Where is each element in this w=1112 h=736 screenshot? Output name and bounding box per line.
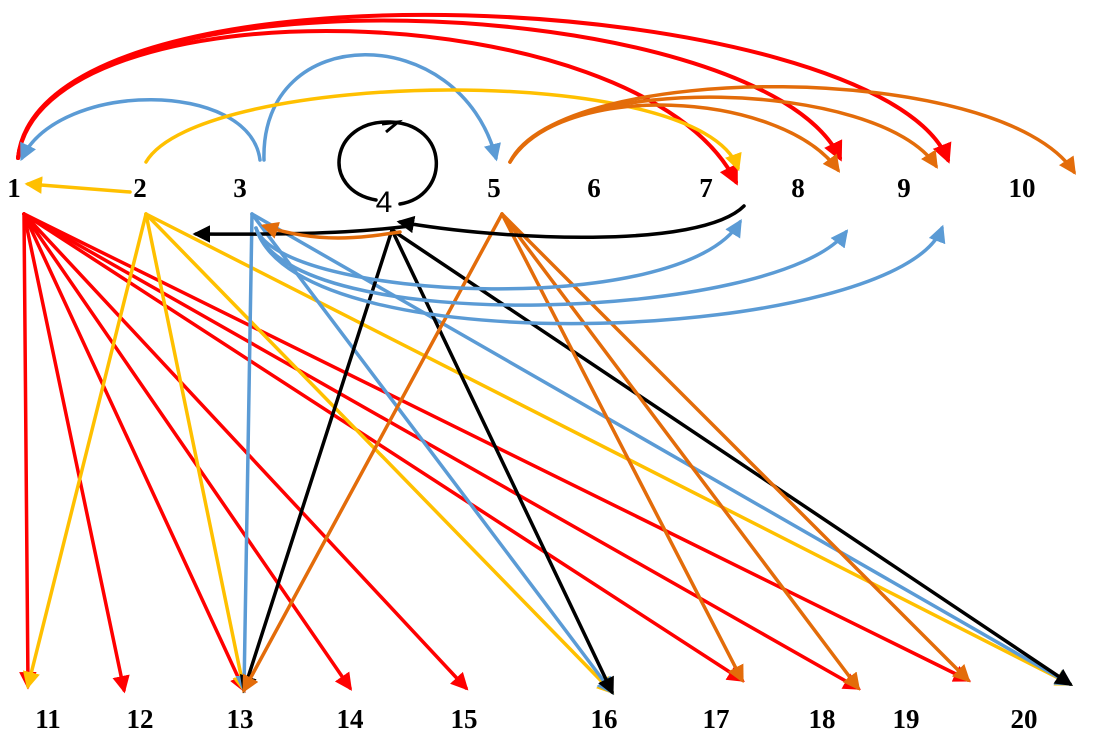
node-label-5: 5	[487, 173, 501, 203]
node-label-7: 7	[699, 173, 713, 203]
node-label-19: 19	[893, 704, 920, 734]
edge-4-to-2	[192, 224, 412, 243]
node-label-17: 17	[703, 704, 730, 734]
edge-3-to-20	[250, 212, 1074, 686]
node-label-14: 14	[337, 704, 364, 734]
node-label-6: 6	[587, 173, 601, 203]
node-label-20: 20	[1011, 704, 1038, 734]
edge-5-to-10	[508, 84, 1076, 175]
edge-4-to-16	[390, 228, 614, 696]
node-label-9: 9	[897, 173, 911, 203]
edge-4-to-13	[239, 228, 394, 694]
edge-1-to-12	[22, 212, 130, 694]
edge-5-to-18	[500, 212, 861, 691]
edge-3-to-1	[20, 98, 262, 162]
edge-1-to-14	[22, 212, 352, 691]
node-label-10: 10	[1009, 173, 1036, 203]
edge-5-to-13	[242, 212, 504, 694]
edge-2-to-11	[22, 212, 148, 690]
edge-5-to-9	[508, 95, 938, 169]
node-label-18: 18	[809, 704, 836, 734]
edge-5-to-19	[500, 212, 971, 683]
edge-3-to-7	[254, 219, 742, 291]
edge-3-to-6	[262, 53, 501, 162]
edge-3-to-8	[254, 226, 849, 307]
node-label-12: 12	[127, 704, 154, 734]
edge-2-to-16	[144, 212, 615, 695]
edge-3-to-16	[250, 212, 615, 695]
node-label-1: 1	[7, 173, 21, 203]
edge-7-to-4	[396, 204, 746, 239]
node-labels-layer: 1 2 3 4 5 6 7 8 9 10 11 12 13 14 15 16 1…	[7, 173, 1037, 734]
edge-1-to-11	[19, 212, 37, 690]
edge-4-to-3	[260, 221, 402, 240]
node-label-2: 2	[133, 173, 147, 203]
node-label-3: 3	[233, 173, 247, 203]
edge-1-to-13	[22, 212, 247, 694]
edge-5-to-17	[500, 212, 744, 684]
edge-1-to-15	[22, 212, 469, 691]
node-label-13: 13	[227, 704, 254, 734]
self-loop-arrowhead-4	[381, 119, 403, 134]
edge-2-to-20	[144, 212, 1074, 686]
node-label-8: 8	[791, 173, 805, 203]
edges-layer	[16, 12, 1076, 696]
edge-1-to-17	[22, 212, 745, 682]
node-label-11: 11	[35, 704, 61, 734]
node-label-15: 15	[451, 704, 478, 734]
edge-2-to-6	[144, 88, 742, 172]
edge-3-to-9	[254, 224, 946, 326]
edge-3-to-13	[235, 212, 254, 694]
node-label-16: 16	[591, 704, 618, 734]
edge-2-to-13	[144, 212, 250, 694]
node-label-4: 4	[376, 186, 393, 219]
edge-2-to-1	[24, 176, 132, 194]
